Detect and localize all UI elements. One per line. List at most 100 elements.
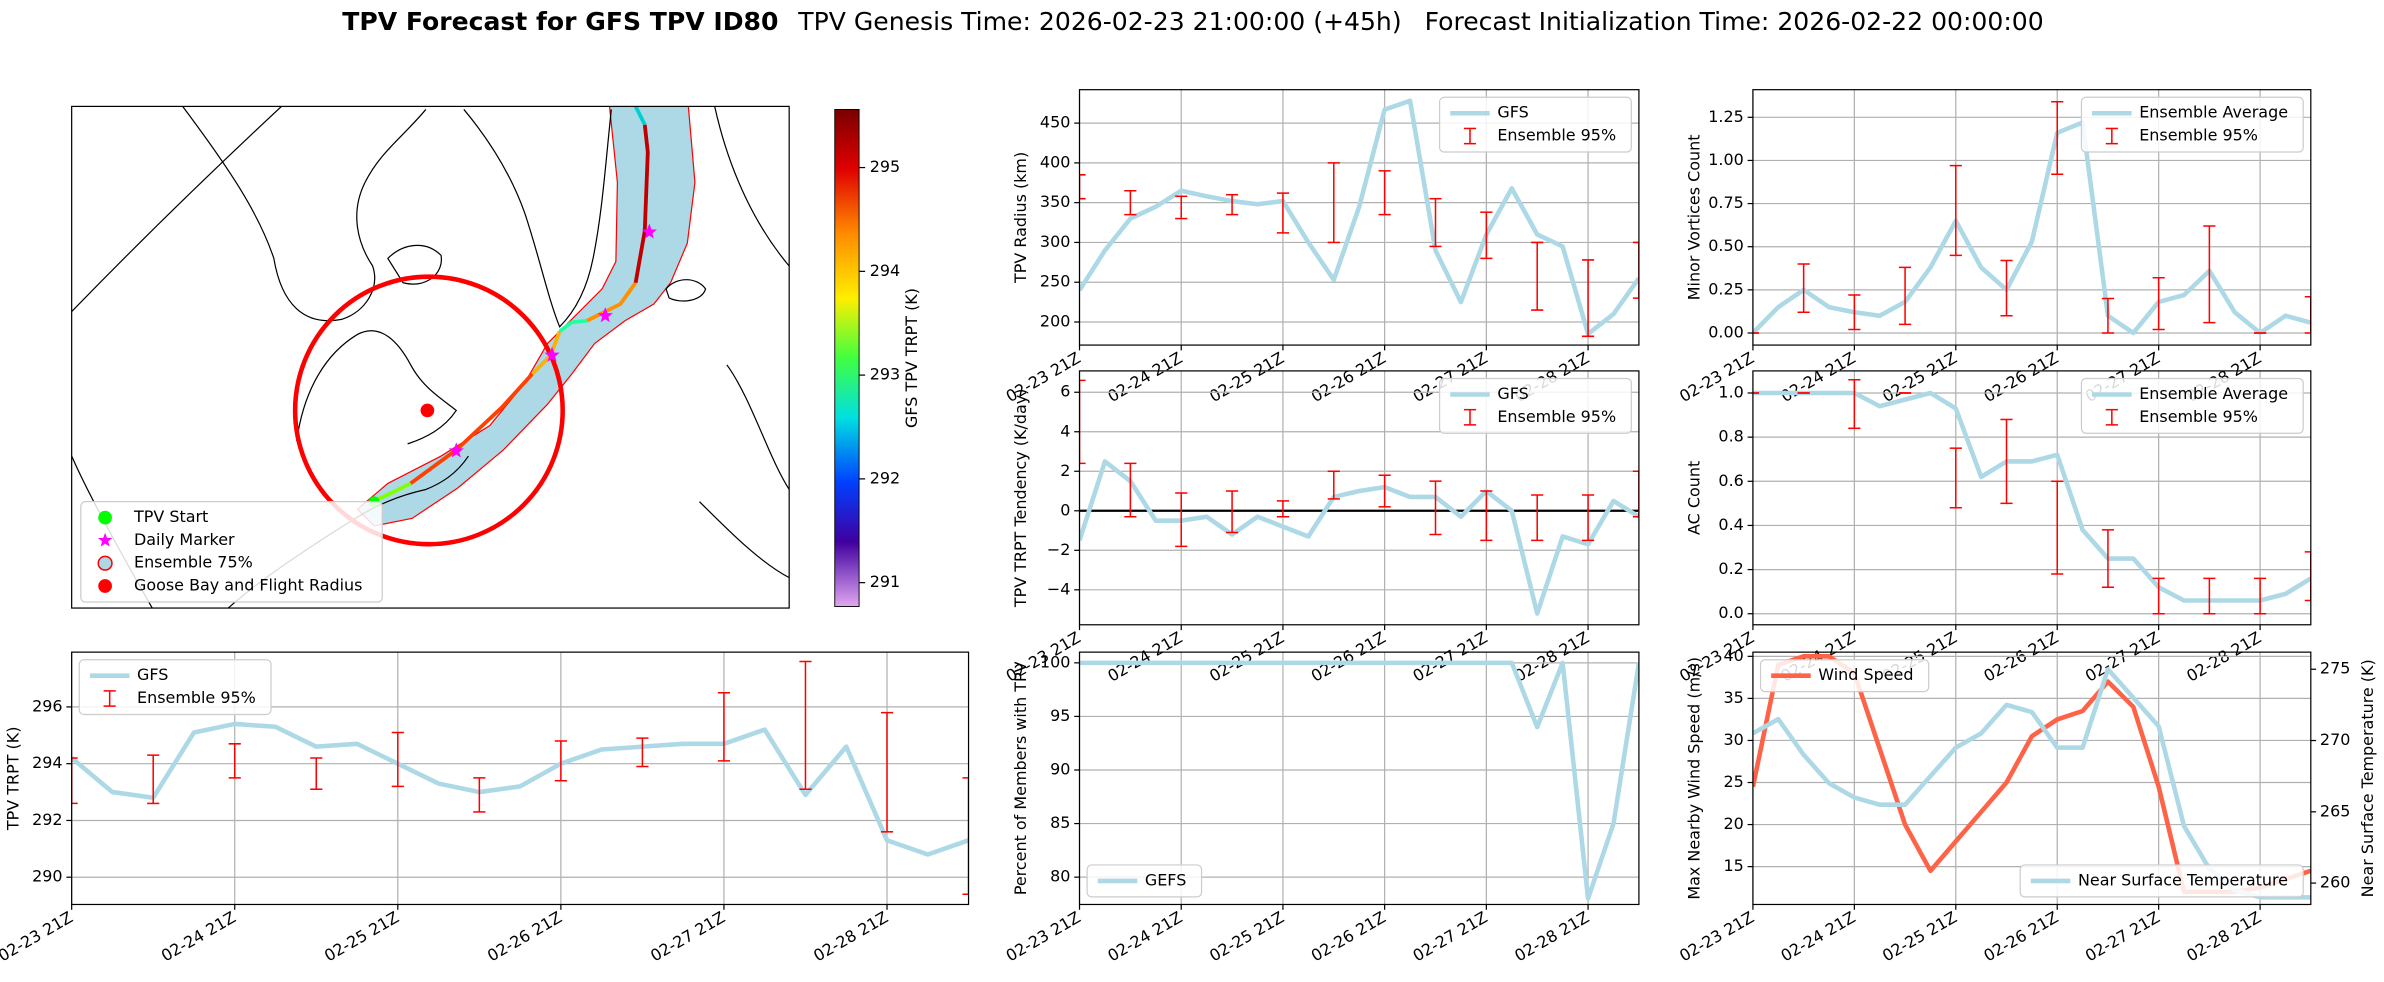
- x-tick-label: 02-25 21Z: [1206, 348, 1287, 406]
- initialization-time: Forecast Initialization Time: 2026-02-22…: [1425, 7, 2044, 36]
- axes-frame: [1752, 370, 2312, 626]
- y-tick-label: 292: [32, 810, 62, 829]
- x-tick-label: 02-27 21Z: [1410, 908, 1491, 966]
- error-bar: [1124, 189, 1137, 216]
- coastline: [182, 106, 427, 322]
- error-bar: [1378, 474, 1391, 508]
- coastline: [699, 501, 790, 579]
- x-tick-label: 02-26 21Z: [1308, 908, 1389, 966]
- figure-title: TPV Forecast for GFS TPV ID80: [342, 7, 778, 36]
- error-bar: [2203, 225, 2216, 324]
- coastline: [665, 279, 707, 302]
- map-frame: [71, 105, 790, 609]
- coastline: [71, 106, 282, 313]
- legend: Ensemble Average Ensemble 95%: [2080, 377, 2304, 434]
- data-line: [1079, 660, 1639, 901]
- colorbar-tick-label: 292: [870, 468, 900, 487]
- y-tick-label: 35: [1723, 688, 1743, 707]
- error-bar: [799, 660, 812, 790]
- data-line: [1079, 459, 1639, 616]
- x-tick-label: 02-23 21Z: [1676, 908, 1757, 966]
- error-bar: [1079, 379, 1086, 465]
- legend-label: Ensemble 75%: [134, 553, 253, 572]
- y-tick-label: −2: [1047, 540, 1071, 559]
- y-tick-label: 200: [1040, 311, 1070, 330]
- legend-box: [1086, 864, 1203, 898]
- error-bar: [1327, 162, 1340, 244]
- x-tick-label: 02-27 21Z: [1410, 628, 1491, 686]
- error-bar: [2152, 277, 2165, 331]
- error-bar: [717, 691, 731, 762]
- error-bar: [2254, 577, 2267, 615]
- error-bar: [2000, 259, 2013, 317]
- error-bar: [1949, 447, 1962, 509]
- x-tick-label: 02-26 21Z: [1308, 348, 1389, 406]
- x-tick-label: 02-28 21Z: [810, 908, 891, 966]
- y-tick-label: 0: [1060, 500, 1070, 519]
- error-bar: [1581, 259, 1595, 338]
- error-bar: [1531, 494, 1544, 542]
- data-line: [1079, 98, 1639, 337]
- x-tick-label: 02-28 21Z: [1511, 908, 1592, 966]
- x-tick-label: 02-26 21Z: [1980, 348, 2061, 406]
- error-bar: [473, 777, 486, 813]
- legend-label: Near Surface Temperature: [2078, 870, 2288, 889]
- y-tick-label: 0.75: [1708, 193, 1744, 212]
- error-bar: [1632, 470, 1639, 518]
- legend: GEFS: [1086, 864, 1203, 898]
- legend-label: Ensemble 95%: [2139, 407, 2258, 426]
- error-bar: [1848, 294, 1861, 331]
- error-bar: [636, 737, 649, 768]
- error-bar: [2051, 101, 2064, 175]
- error-bar: [1848, 378, 1861, 430]
- coastline: [296, 330, 458, 445]
- legend-marker: [98, 510, 112, 525]
- error-bar: [391, 731, 404, 788]
- y-tick-label: 0.6: [1718, 471, 1743, 490]
- y-tick-label: 90: [1050, 759, 1070, 778]
- legend: Wind Speed: [1759, 659, 1930, 693]
- x-tick-label: 02-28 21Z: [1511, 628, 1592, 686]
- error-bar: [1079, 174, 1086, 200]
- error-bar: [2051, 480, 2064, 575]
- legend-label: Ensemble 95%: [1497, 126, 1616, 145]
- axes-frame: [71, 651, 970, 906]
- y2-tick-label: 275: [2320, 659, 2350, 678]
- legend-marker: [97, 532, 113, 547]
- axes-frame: [1078, 89, 1640, 346]
- x-tick-label: 02-24 21Z: [158, 908, 239, 966]
- y-axis-label: TPV Radius (km): [1011, 152, 1030, 284]
- error-bar: [2304, 551, 2311, 602]
- y-tick-label: 2: [1060, 461, 1070, 480]
- y-tick-label: 400: [1040, 152, 1070, 171]
- daily-marker: [641, 223, 657, 239]
- y-tick-label: 0.2: [1718, 559, 1743, 578]
- colorbar-tick-label: 293: [870, 365, 900, 384]
- legend-box: [2080, 377, 2304, 434]
- y2-tick-label: 265: [2320, 801, 2350, 820]
- error-bar: [962, 777, 969, 896]
- x-tick-label: 02-24 21Z: [1778, 348, 1859, 406]
- legend-label: GFS: [1497, 103, 1528, 122]
- x-tick-label: 02-26 21Z: [1980, 908, 2061, 966]
- y-tick-label: 100: [1040, 652, 1070, 671]
- error-bar: [1531, 241, 1544, 311]
- coastline: [387, 244, 442, 285]
- y2-tick-label: 270: [2320, 730, 2350, 749]
- error-bar: [1480, 211, 1493, 260]
- legend-box: [1759, 659, 1930, 693]
- error-bar: [880, 711, 894, 833]
- y-axis-label: TPV TRPT Tendency (K/day): [1011, 389, 1030, 609]
- legend-label: Goose Bay and Flight Radius: [134, 576, 363, 595]
- y-axis-label: Minor Vortices Count: [1685, 135, 1704, 301]
- daily-marker: [448, 442, 464, 458]
- goose-bay: [420, 403, 435, 418]
- legend: Ensemble Average Ensemble 95%: [2080, 96, 2304, 153]
- axes-frame: [1078, 370, 1640, 626]
- legend-label: TPV Start: [133, 507, 208, 526]
- y-axis-label: Percent of Members with TPV: [1011, 661, 1030, 895]
- coastline: [463, 109, 612, 328]
- error-bar: [554, 740, 567, 782]
- x-tick-label: 02-24 21Z: [1104, 348, 1185, 406]
